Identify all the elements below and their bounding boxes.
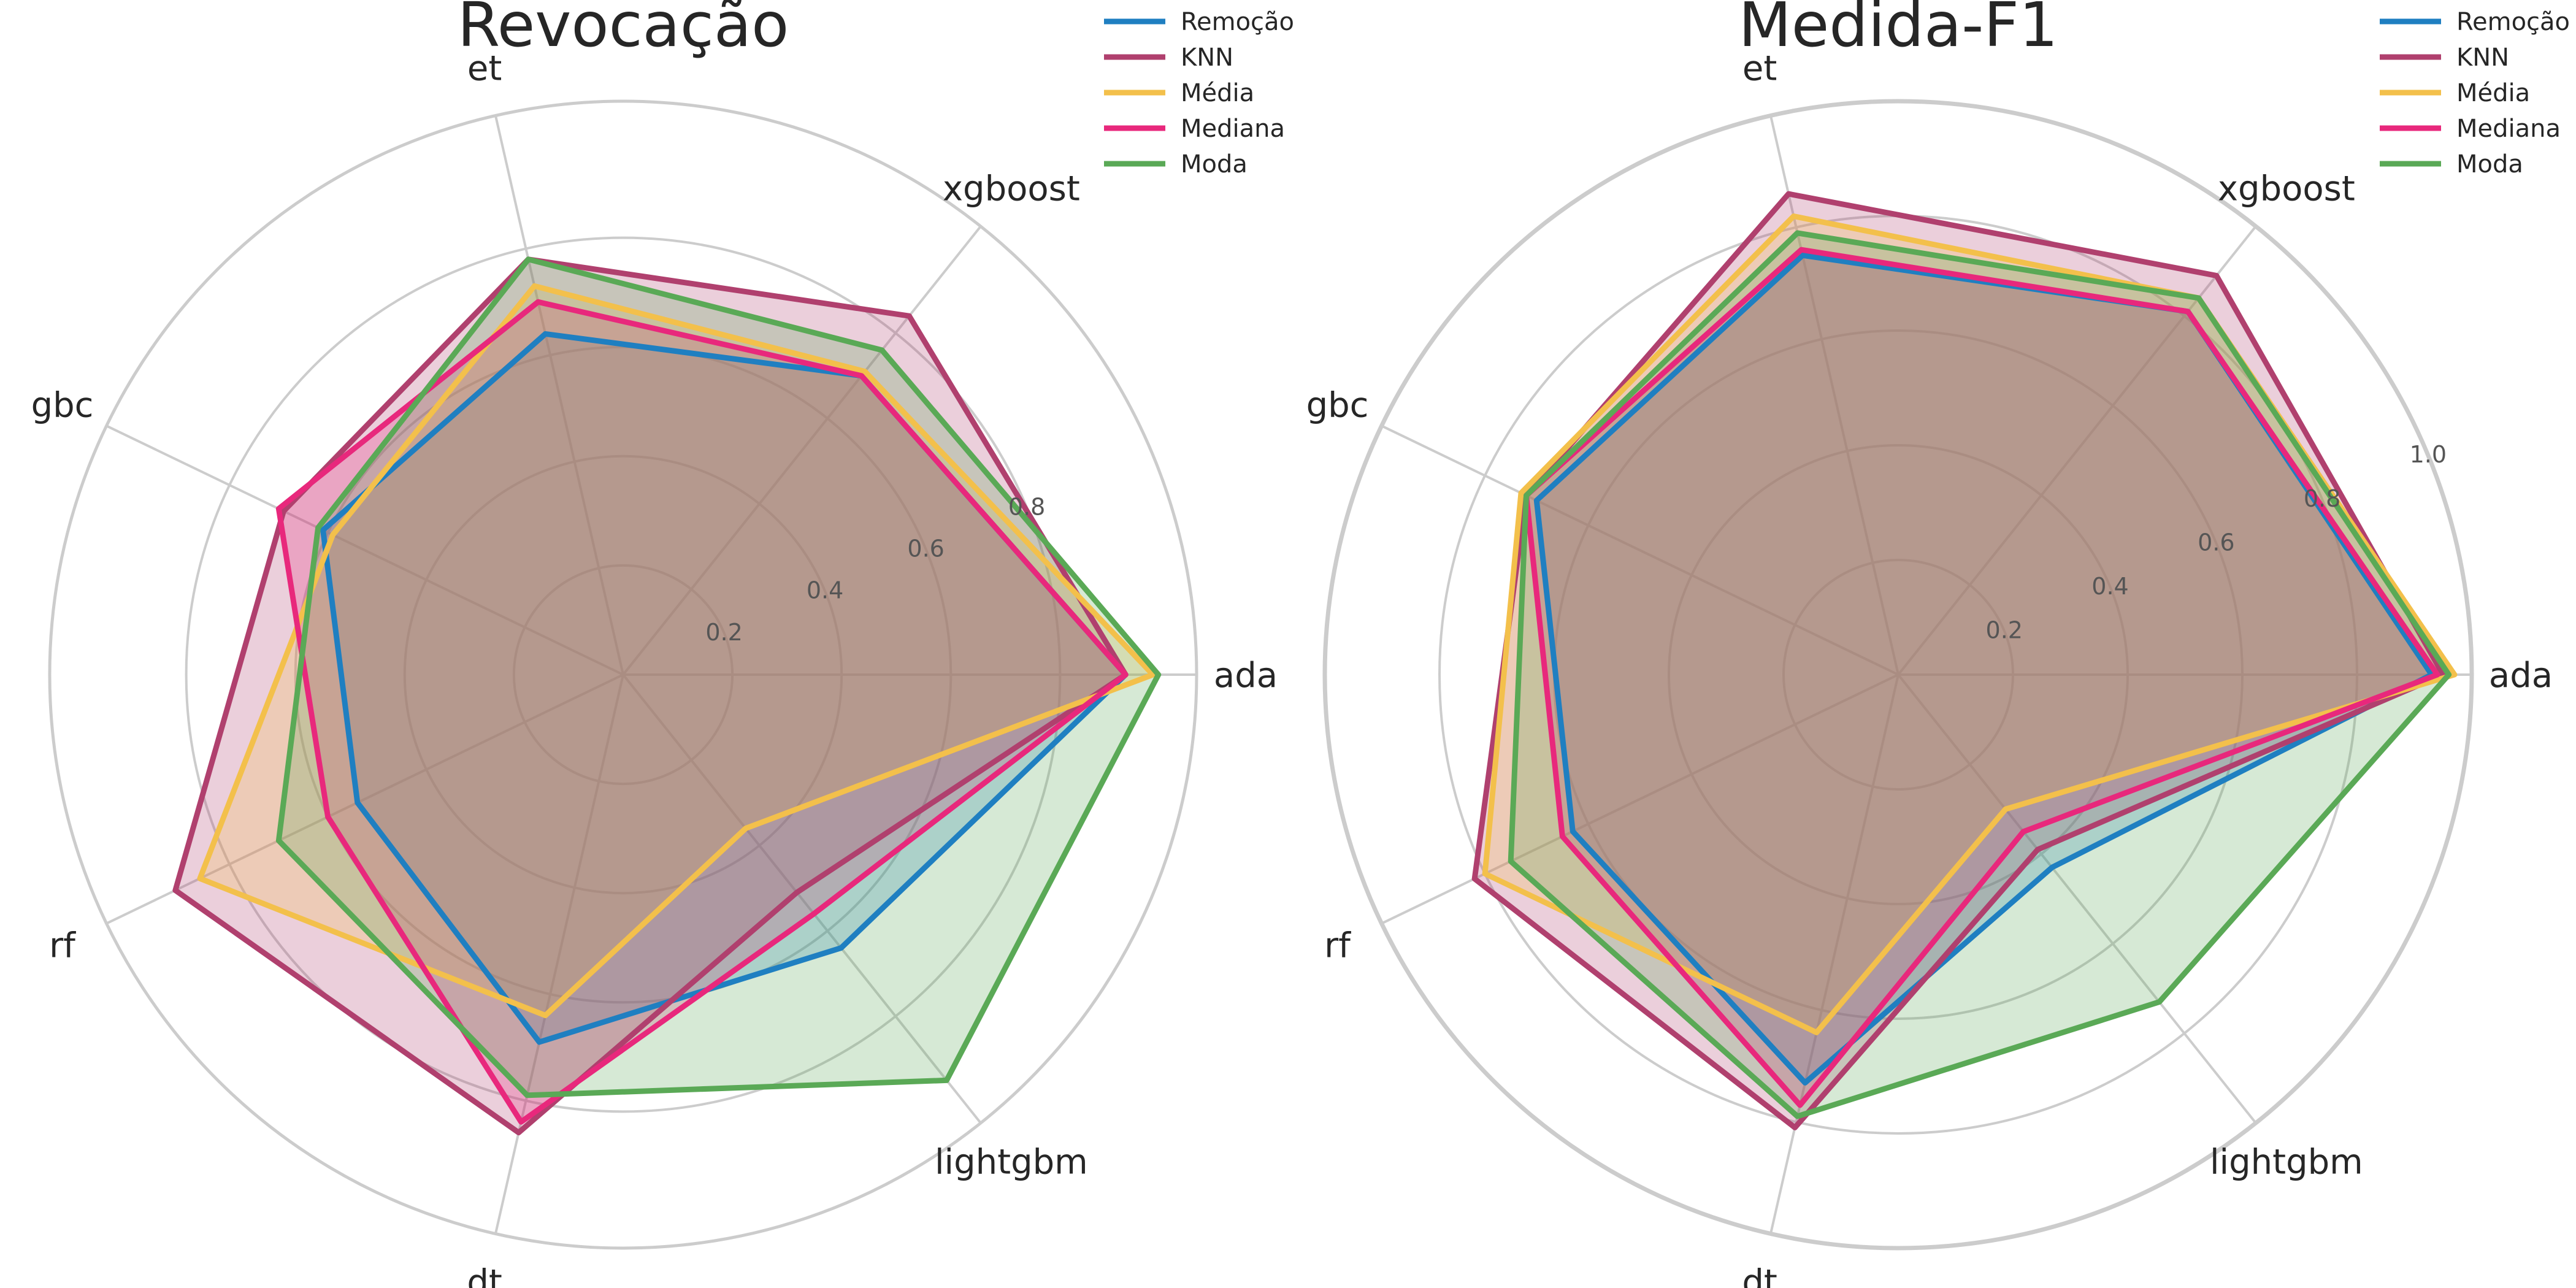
- spoke-lightgbm: [622, 673, 982, 1124]
- category-label-dt: dt: [467, 1263, 502, 1288]
- category-label-lightgbm: lightgbm: [935, 1143, 1088, 1183]
- spoke-rf: [105, 673, 624, 925]
- series-fill-Média: [200, 286, 1153, 1016]
- legend-label-KNN: KNN: [2456, 44, 2509, 72]
- series-fill-Mediana: [1526, 250, 2437, 1105]
- legend: Remoção KNN Média Mediana Moda: [2380, 8, 2570, 178]
- spoke-xgboost: [1897, 225, 2257, 676]
- radial-grid: [48, 99, 1198, 1250]
- r-tick-label: 0.6: [907, 535, 944, 562]
- radar-chart-1: 0.2 0.4 0.6 0.8 ada xgboost et gbc rf dt lightgbm R…: [31, 0, 1294, 1288]
- r-tick-label: 0.6: [2198, 529, 2234, 556]
- spoke-dt: [1769, 674, 1899, 1235]
- series-fill-Moda: [1511, 232, 2449, 1117]
- r-tick-label: 0.4: [807, 577, 843, 604]
- category-label-xgboost: xgboost: [2218, 169, 2355, 209]
- series-fill-KNN: [175, 259, 1126, 1133]
- category-label-dt: dt: [1742, 1263, 1777, 1288]
- r-tick-label: 0.4: [2091, 573, 2128, 600]
- series-line-Remoção: [320, 331, 1129, 1045]
- radar-chart-2: 0.2 0.4 0.6 0.8 1.0 ada xgboost et gbc rf dt lightg…: [1306, 0, 2570, 1288]
- series-fill-Média: [1485, 216, 2455, 1033]
- legend: Remoção KNN Média Mediana Moda: [1104, 8, 1294, 178]
- series-line-Média: [197, 283, 1156, 1019]
- category-label-et: et: [1742, 48, 1777, 88]
- spoke-xgboost: [622, 225, 982, 676]
- chart-title: Medida-F1: [1738, 0, 2058, 61]
- spoke-rf: [1381, 673, 1899, 925]
- category-label-rf: rf: [1324, 926, 1351, 965]
- series-line-Moda: [275, 256, 1162, 1098]
- series-fill-Remoção: [1536, 255, 2432, 1083]
- category-label-gbc: gbc: [31, 386, 94, 426]
- legend-label-Média: Média: [2456, 79, 2530, 107]
- series-line-Moda: [1508, 230, 2452, 1119]
- series-fill-Mediana: [278, 302, 1126, 1122]
- legend-label-Remoção: Remoção: [2456, 8, 2570, 36]
- category-label-ada: ada: [1214, 656, 1278, 696]
- category-label-ada: ada: [2489, 656, 2553, 696]
- legend-label-Média: Média: [1181, 79, 1254, 107]
- legend-label-KNN: KNN: [1181, 44, 1233, 72]
- spoke-lightgbm: [1897, 673, 2257, 1124]
- category-label-gbc: gbc: [1306, 386, 1369, 426]
- r-tick-label: 0.2: [705, 619, 742, 646]
- legend-label-Mediana: Mediana: [1181, 115, 1285, 143]
- chart-title: Revocação: [458, 0, 789, 61]
- category-label-rf: rf: [49, 926, 76, 965]
- spoke-gbc: [1381, 424, 1899, 676]
- r-tick-label: 0.2: [1986, 616, 2023, 643]
- series-fill-Moda: [278, 259, 1159, 1095]
- legend-label-Remoção: Remoção: [1181, 8, 1294, 36]
- series-line-Mediana: [1524, 247, 2440, 1108]
- legend-label-Moda: Moda: [1181, 150, 1248, 178]
- spoke-dt: [494, 674, 624, 1235]
- legend-label-Mediana: Mediana: [2456, 115, 2561, 143]
- category-label-xgboost: xgboost: [943, 169, 1080, 209]
- category-label-lightgbm: lightgbm: [2210, 1143, 2363, 1183]
- r-tick-label: 0.8: [1008, 493, 1045, 520]
- spoke-et: [494, 115, 624, 675]
- series-fill-KNN: [1474, 194, 2444, 1128]
- r-tick-label: 1.0: [2410, 441, 2447, 468]
- r-tick-label: 0.8: [2304, 485, 2340, 512]
- spoke-et: [1769, 115, 1899, 675]
- category-label-et: et: [467, 48, 502, 88]
- series-line-KNN: [172, 256, 1129, 1136]
- spoke-gbc: [105, 424, 624, 676]
- legend-label-Moda: Moda: [2456, 150, 2523, 178]
